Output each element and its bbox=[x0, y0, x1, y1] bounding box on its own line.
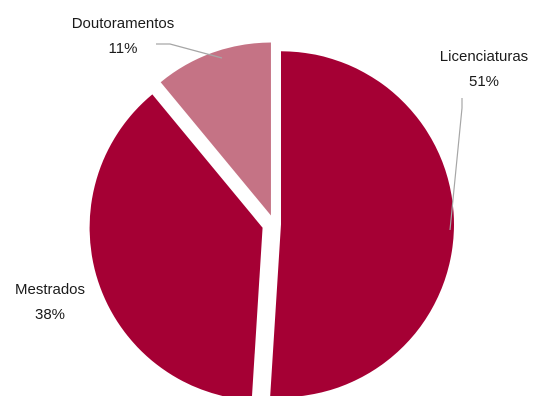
label-doutoramentos-name: Doutoramentos bbox=[72, 15, 175, 32]
label-mestrados-name: Mestrados bbox=[15, 281, 85, 298]
leader-line-licenciaturas bbox=[449, 98, 463, 231]
label-doutoramentos-value: 11% bbox=[109, 40, 138, 57]
leader-line-doutoramentos bbox=[156, 43, 223, 59]
label-licenciaturas-name: Licenciaturas bbox=[440, 48, 528, 65]
pie-slices bbox=[89, 42, 454, 396]
label-licenciaturas-value: 51% bbox=[469, 73, 499, 90]
pie-slice-mestrados bbox=[89, 94, 263, 396]
leader-lines bbox=[156, 43, 463, 231]
label-mestrados-value: 38% bbox=[35, 306, 65, 323]
pie-slice-licenciaturas bbox=[270, 51, 454, 396]
pie-slice-doutoramentos bbox=[160, 42, 271, 216]
